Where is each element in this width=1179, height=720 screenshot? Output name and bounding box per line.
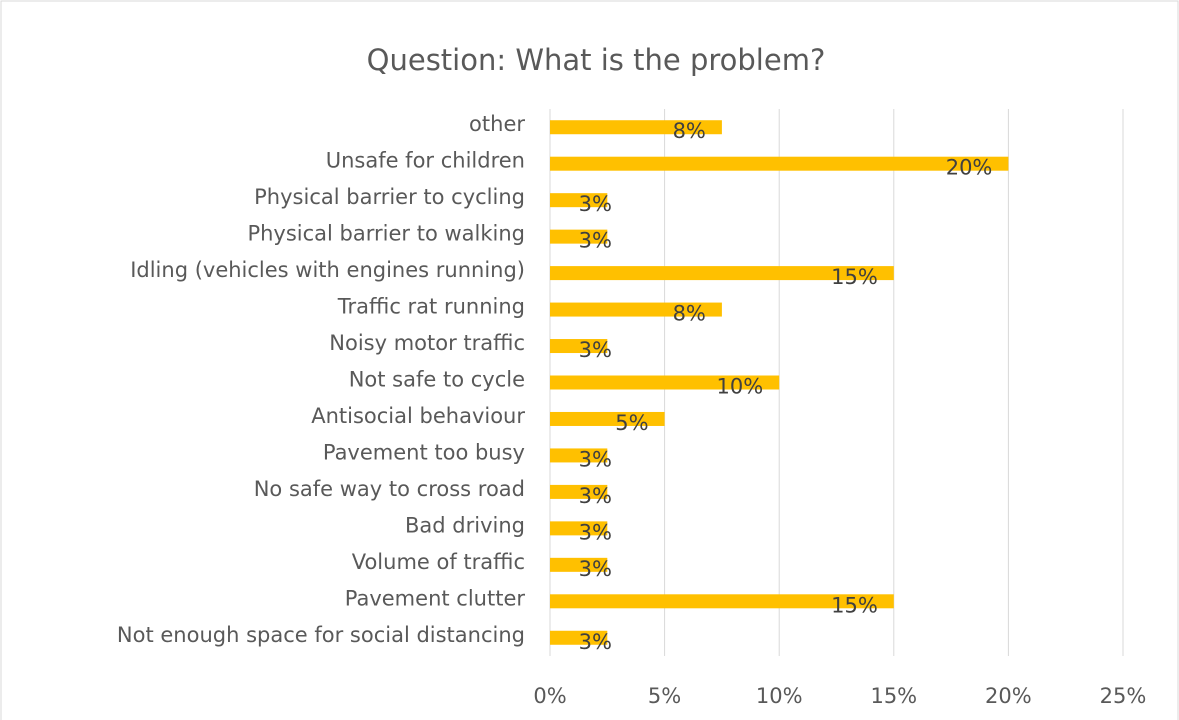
chart-title: Question: What is the problem? bbox=[367, 43, 826, 77]
bar bbox=[550, 156, 1009, 171]
bar bbox=[550, 339, 608, 354]
y-tick-label: Unsafe for children bbox=[326, 149, 525, 173]
y-tick-label: Volume of traffic bbox=[352, 550, 525, 574]
x-tick-label: 25% bbox=[1100, 684, 1147, 708]
y-tick-label: No safe way to cross road bbox=[254, 477, 525, 501]
data-label: 8% bbox=[673, 302, 706, 326]
bar bbox=[550, 448, 608, 463]
data-label: 15% bbox=[831, 265, 878, 289]
bar bbox=[550, 375, 780, 390]
y-tick-label: Noisy motor traffic bbox=[329, 331, 525, 355]
bar bbox=[550, 630, 608, 645]
y-tick-label: Pavement clutter bbox=[345, 586, 526, 610]
data-label: 3% bbox=[579, 338, 612, 362]
y-tick-label: Physical barrier to cycling bbox=[254, 185, 525, 209]
y-tick-label: Bad driving bbox=[405, 513, 525, 537]
data-label: 3% bbox=[579, 630, 612, 654]
data-label: 3% bbox=[579, 192, 612, 216]
x-tick-label: 5% bbox=[648, 684, 681, 708]
bar bbox=[550, 521, 608, 536]
data-label: 10% bbox=[717, 375, 764, 399]
data-label: 3% bbox=[579, 484, 612, 508]
y-tick-label: Idling (vehicles with engines running) bbox=[130, 258, 525, 282]
bar bbox=[550, 594, 894, 609]
data-label: 8% bbox=[673, 119, 706, 143]
data-label: 3% bbox=[579, 557, 612, 581]
bar bbox=[550, 229, 608, 244]
data-label: 15% bbox=[831, 593, 878, 617]
data-label: 3% bbox=[579, 520, 612, 544]
x-tick-label: 0% bbox=[533, 684, 566, 708]
y-tick-label: Not safe to cycle bbox=[349, 368, 525, 392]
bar bbox=[550, 302, 722, 317]
x-tick-label: 20% bbox=[985, 684, 1032, 708]
y-tick-label: Not enough space for social distancing bbox=[117, 623, 525, 647]
y-tick-label: Pavement too busy bbox=[323, 440, 525, 464]
y-tick-label: other bbox=[469, 112, 525, 136]
data-label: 20% bbox=[946, 156, 993, 180]
bar bbox=[550, 484, 608, 499]
y-tick-label: Physical barrier to walking bbox=[247, 222, 525, 246]
bar bbox=[550, 193, 608, 208]
data-label: 5% bbox=[615, 411, 648, 435]
y-tick-label: Traffic rat running bbox=[337, 295, 525, 319]
data-label: 3% bbox=[579, 447, 612, 471]
bar bbox=[550, 120, 722, 135]
x-tick-label: 10% bbox=[756, 684, 803, 708]
bar bbox=[550, 557, 608, 572]
data-label: 3% bbox=[579, 229, 612, 253]
x-tick-label: 15% bbox=[870, 684, 917, 708]
y-tick-label: Antisocial behaviour bbox=[311, 404, 525, 428]
bar bbox=[550, 411, 665, 426]
bar bbox=[550, 266, 894, 281]
